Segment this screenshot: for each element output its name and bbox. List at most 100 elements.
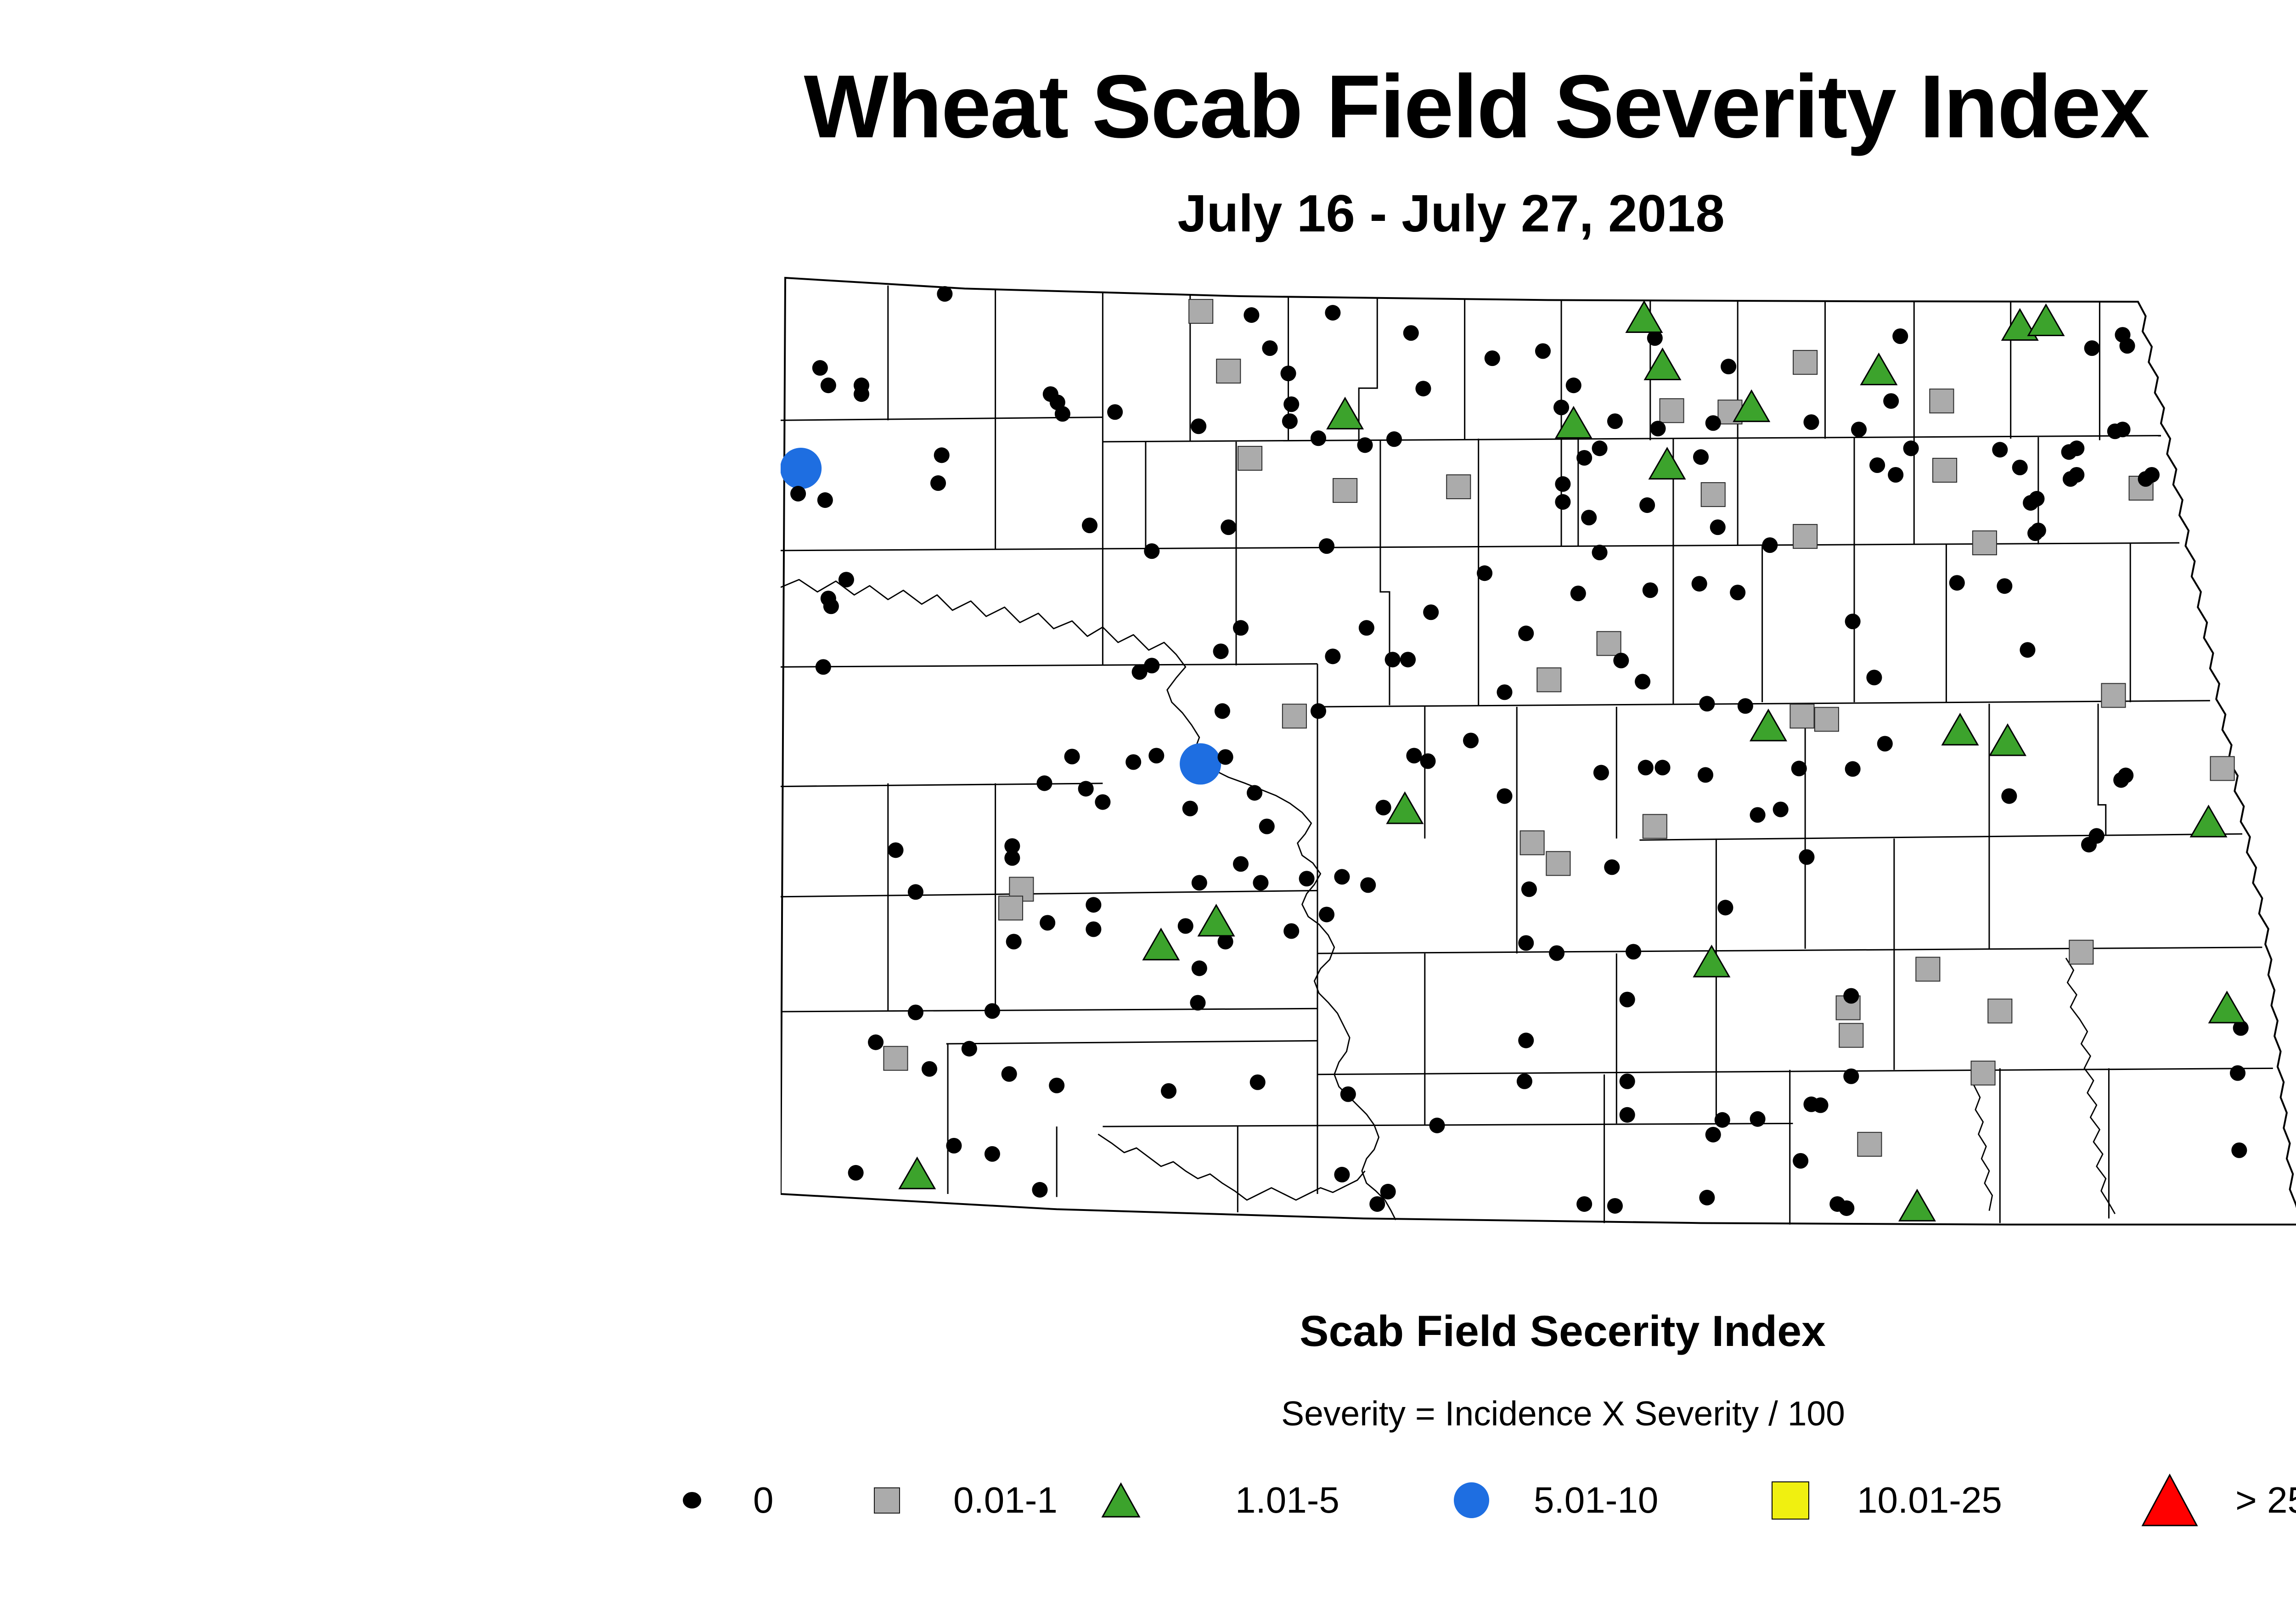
severity-zero-dot-marker	[1576, 1196, 1593, 1212]
severity-square-marker	[1793, 524, 1818, 549]
severity-square-marker	[1188, 299, 1214, 324]
severity-zero-dot-marker	[1214, 703, 1230, 719]
severity-zero-dot-marker	[1054, 406, 1070, 422]
severity-zero-dot-marker	[1593, 765, 1609, 781]
severity-zero-dot-marker	[1710, 519, 1726, 535]
severity-square-marker	[1536, 667, 1562, 692]
severity-triangle-marker	[898, 1156, 936, 1189]
severity-zero-dot-marker	[1619, 1107, 1635, 1123]
legend-symbol	[873, 1487, 900, 1514]
severity-zero-dot-marker	[1299, 871, 1315, 887]
river	[1973, 1085, 1993, 1211]
severity-zero-dot-marker	[1095, 794, 1111, 810]
severity-triangle-marker	[1326, 396, 1364, 430]
legend-label: 1.01-5	[1235, 1480, 1339, 1520]
severity-zero-dot-marker	[1310, 430, 1327, 446]
severity-zero-dot-marker	[853, 386, 870, 402]
severity-zero-dot-marker	[1845, 614, 1861, 630]
county-boundary	[781, 417, 1103, 421]
severity-zero-dot-marker	[1213, 643, 1229, 659]
severity-zero-dot-marker	[1081, 518, 1098, 534]
severity-zero-dot-marker	[1283, 923, 1300, 939]
severity-zero-dot-marker	[937, 286, 953, 302]
severity-zero-dot-marker	[1570, 585, 1586, 602]
river	[781, 579, 1396, 1221]
severity-zero-dot-marker	[2233, 1020, 2249, 1036]
severity-square-marker	[1915, 957, 1941, 982]
severity-zero-dot-marker	[1429, 1117, 1445, 1133]
severity-zero-dot-marker	[1635, 674, 1651, 690]
severity-zero-dot-marker	[888, 842, 904, 858]
severity-zero-dot-marker	[1730, 585, 1746, 601]
severity-zero-dot-marker	[1190, 995, 1206, 1011]
county-boundary	[781, 1008, 1318, 1013]
severity-zero-dot-marker	[1518, 625, 1534, 642]
severity-zero-dot-marker	[1340, 1086, 1356, 1102]
severity-zero-dot-marker	[1949, 575, 1965, 591]
severity-zero-dot-marker	[1006, 934, 1022, 950]
severity-zero-dot-marker	[1325, 648, 1341, 664]
severity-zero-dot-marker	[1144, 543, 1160, 559]
severity-zero-dot-marker	[1191, 875, 1207, 891]
severity-triangle-marker	[1733, 389, 1771, 422]
severity-zero-dot-marker	[1406, 748, 1422, 764]
severity-square-marker	[1972, 530, 1997, 556]
legend-symbol	[1772, 1481, 1809, 1520]
severity-zero-dot-marker	[1750, 807, 1766, 823]
severity-zero-dot-marker	[1064, 749, 1080, 765]
legend-row: 0 0.01-1 1.01-5 5.01-10 10.01-25 > 25	[0, 1447, 2296, 1566]
severity-zero-dot-marker	[1613, 653, 1629, 669]
severity-zero-dot-marker	[1259, 818, 1275, 834]
severity-zero-dot-marker	[2088, 828, 2105, 844]
severity-zero-dot-marker	[1217, 934, 1233, 950]
severity-zero-dot-marker	[2023, 495, 2039, 511]
severity-zero-dot-marker	[1699, 696, 1715, 712]
map-svg	[781, 276, 2296, 1226]
severity-blue-circle-marker	[1180, 743, 1221, 785]
county-boundary	[781, 542, 2180, 552]
severity-zero-dot-marker	[907, 1004, 923, 1020]
severity-triangle-marker	[1386, 791, 1424, 824]
north-dakota-map	[781, 273, 2296, 1226]
severity-zero-dot-marker	[1078, 781, 1094, 797]
severity-square-marker	[2101, 683, 2126, 708]
legend-formula: Severity = Incidence X Severity / 100	[1281, 1394, 1845, 1433]
severity-triangle-marker	[2189, 805, 2228, 838]
severity-zero-dot-marker	[1793, 1153, 1809, 1169]
severity-zero-dot-marker	[2027, 525, 2043, 541]
severity-zero-dot-marker	[1357, 437, 1373, 453]
severity-triangle-marker	[1197, 904, 1235, 937]
severity-square-marker	[1700, 482, 1726, 507]
legend-symbol	[1453, 1482, 1489, 1518]
severity-square-marker	[1216, 359, 1241, 384]
state-outline	[781, 276, 2296, 1226]
severity-zero-dot-marker	[1400, 652, 1416, 668]
severity-zero-dot-marker	[1420, 753, 1436, 769]
severity-zero-dot-marker	[1463, 732, 1479, 749]
severity-zero-dot-marker	[1360, 877, 1376, 893]
page-title: Wheat Scab Field Severity Index	[804, 56, 2150, 157]
severity-zero-dot-marker	[1604, 859, 1620, 875]
severity-triangle-marker	[2208, 991, 2246, 1024]
legend-dot-icon	[683, 1492, 701, 1509]
severity-zero-dot-marker	[1773, 801, 1789, 817]
severity-zero-dot-marker	[1232, 620, 1249, 636]
severity-zero-dot-marker	[1386, 431, 1402, 447]
severity-zero-dot-marker	[934, 447, 950, 463]
severity-triangle-marker	[1142, 928, 1180, 961]
severity-square-marker	[1857, 1132, 1882, 1157]
severity-triangle-marker	[1898, 1188, 1936, 1222]
severity-zero-dot-marker	[1619, 1073, 1635, 1089]
severity-zero-dot-marker	[1282, 413, 1298, 429]
severity-zero-dot-marker	[868, 1034, 884, 1050]
severity-zero-dot-marker	[1903, 440, 1919, 456]
severity-zero-dot-marker	[2001, 788, 2017, 804]
severity-zero-dot-marker	[1036, 775, 1052, 791]
severity-zero-dot-marker	[1851, 422, 1867, 438]
severity-zero-dot-marker	[984, 1146, 1000, 1162]
legend-square-icon	[1772, 1481, 1809, 1520]
severity-zero-dot-marker	[1888, 467, 1904, 483]
severity-zero-dot-marker	[1131, 664, 1148, 680]
severity-zero-dot-marker	[1125, 754, 1142, 770]
severity-zero-dot-marker	[1253, 875, 1269, 891]
